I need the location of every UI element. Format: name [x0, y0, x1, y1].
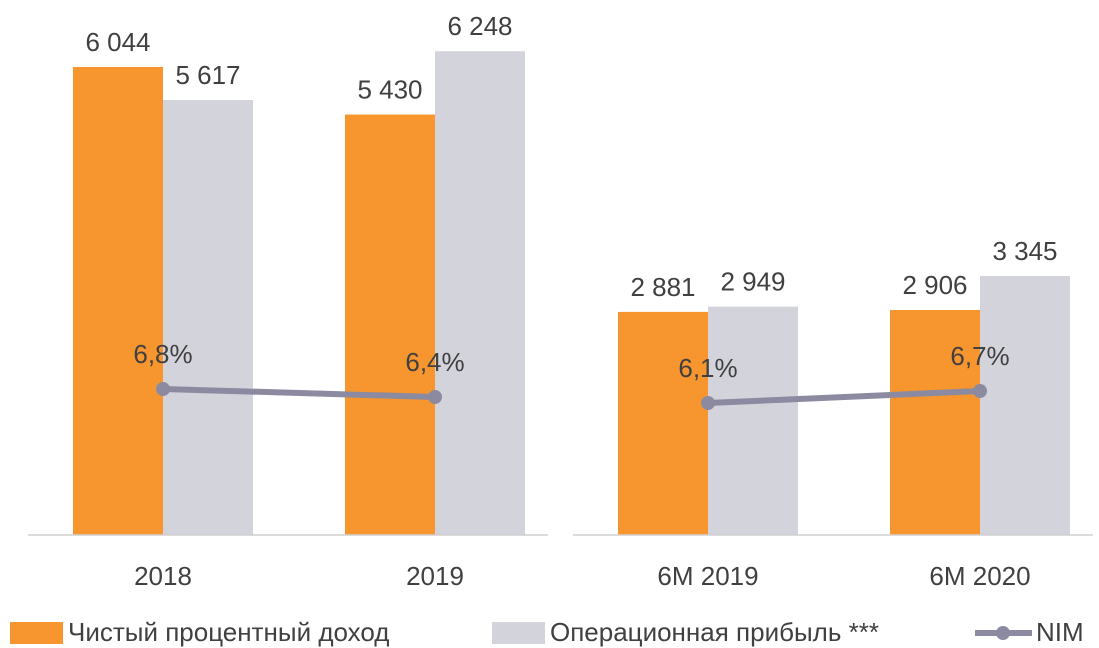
nim-label: 6,4% [405, 347, 464, 377]
x-tick-label: 6M 2019 [657, 561, 758, 591]
nim-label: 6,7% [950, 341, 1009, 371]
bar [345, 114, 435, 535]
bar-label: 2 906 [902, 270, 967, 300]
bar-label: 6 044 [85, 27, 150, 57]
x-tick-label: 2019 [406, 561, 464, 591]
bar-label: 5 617 [175, 60, 240, 90]
legend-label: Чистый процентный доход [68, 617, 389, 647]
bar [163, 100, 253, 536]
bar [708, 306, 798, 535]
legend-label: Операционная прибыль *** [550, 617, 879, 647]
bar [890, 309, 980, 535]
bar [73, 66, 163, 535]
nim-point [973, 384, 987, 398]
legend-label: NIM [1036, 617, 1084, 647]
bar-label: 5 430 [357, 74, 422, 104]
x-tick-label: 6M 2020 [929, 561, 1030, 591]
nim-label: 6,8% [133, 339, 192, 369]
nim-point [701, 396, 715, 410]
x-tick-label: 2018 [134, 561, 192, 591]
legend-swatch [10, 622, 63, 644]
bar-label: 2 881 [630, 272, 695, 302]
legend-swatch [492, 622, 545, 644]
bar [618, 311, 708, 535]
bar-label: 3 345 [992, 236, 1057, 266]
nim-point [156, 382, 170, 396]
nim-label: 6,1% [678, 353, 737, 383]
legend-swatch [996, 626, 1010, 640]
bar-label: 6 248 [447, 11, 512, 41]
bar [435, 51, 525, 535]
nim-point [428, 390, 442, 404]
nim-line [162, 386, 436, 400]
nim-line [707, 388, 981, 406]
bar [980, 275, 1070, 535]
bar-label: 2 949 [720, 267, 785, 297]
